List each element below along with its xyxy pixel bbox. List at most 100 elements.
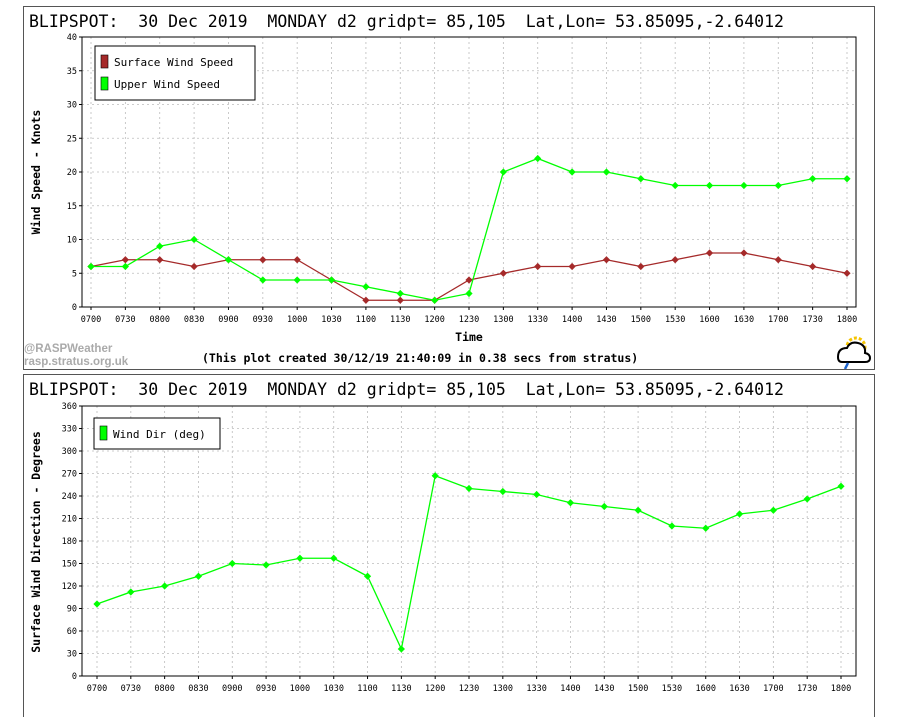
x-tick-label: 1530 bbox=[665, 315, 685, 325]
data-point bbox=[194, 572, 203, 580]
data-point bbox=[809, 262, 817, 271]
data-point bbox=[837, 482, 845, 490]
data-point bbox=[735, 510, 744, 518]
data-point bbox=[671, 256, 679, 264]
y-tick-label: 35 bbox=[67, 67, 77, 77]
x-tick-label: 1300 bbox=[493, 684, 513, 694]
data-point bbox=[293, 256, 301, 264]
y-tick-label: 210 bbox=[62, 515, 77, 525]
y-axis-label: Wind Speed - Knots bbox=[29, 110, 43, 235]
data-point bbox=[363, 572, 372, 580]
data-point bbox=[330, 554, 338, 562]
y-tick-label: 25 bbox=[67, 134, 77, 144]
legend: Surface Wind Speed Upper Wind Speed bbox=[94, 45, 256, 101]
data-point bbox=[296, 554, 304, 562]
data-point bbox=[190, 235, 198, 244]
data-point bbox=[259, 256, 267, 264]
chart-title: BLIPSPOT: 30 Dec 2019 MONDAY d2 gridpt= … bbox=[29, 12, 784, 31]
legend-label-upper-wind: Upper Wind Speed bbox=[114, 78, 220, 91]
data-point bbox=[600, 502, 608, 511]
x-tick-label: 1500 bbox=[631, 315, 651, 325]
data-point bbox=[740, 249, 748, 257]
data-point bbox=[161, 582, 169, 590]
x-tick-label: 0900 bbox=[218, 315, 238, 325]
data-point bbox=[228, 559, 236, 568]
data-point bbox=[190, 262, 198, 271]
y-axis-label: Surface Wind Direction - Degrees bbox=[29, 431, 43, 653]
data-point bbox=[671, 181, 679, 190]
x-tick-label: 0900 bbox=[222, 684, 242, 694]
x-tick-label: 1630 bbox=[729, 684, 749, 694]
data-point bbox=[93, 600, 101, 608]
y-tick-label: 0 bbox=[72, 672, 77, 682]
wind-direction-chart: BLIPSPOT: 30 Dec 2019 MONDAY d2 gridpt= … bbox=[29, 380, 857, 694]
x-tick-label: 1230 bbox=[459, 315, 479, 325]
weather-logo-icon bbox=[836, 336, 872, 369]
x-tick-label: 0800 bbox=[154, 684, 174, 694]
x-tick-label: 1230 bbox=[459, 684, 479, 694]
y-tick-label: 180 bbox=[62, 537, 77, 547]
data-point bbox=[293, 276, 301, 284]
x-tick-label: 1500 bbox=[628, 684, 648, 694]
legend-swatch-surface-wind bbox=[100, 54, 109, 69]
x-axis-label: Time bbox=[455, 330, 483, 344]
data-point bbox=[637, 262, 645, 271]
data-point bbox=[568, 168, 576, 176]
data-point bbox=[668, 522, 676, 530]
x-tick-label: 1630 bbox=[734, 315, 754, 325]
data-point bbox=[702, 524, 710, 532]
y-tick-label: 30 bbox=[67, 101, 77, 111]
data-point bbox=[362, 283, 370, 291]
x-tick-label: 1530 bbox=[662, 684, 682, 694]
wind-speed-chart-panel: BLIPSPOT: 30 Dec 2019 MONDAY d2 gridpt= … bbox=[23, 6, 875, 370]
data-point bbox=[465, 484, 473, 493]
watermark-url: rasp.stratus.org.uk bbox=[24, 356, 129, 368]
y-tick-label: 300 bbox=[62, 447, 77, 457]
x-tick-label: 1030 bbox=[321, 315, 341, 325]
watermark-raspweather: @RASPWeather bbox=[24, 343, 113, 355]
data-point bbox=[224, 256, 233, 264]
x-tick-label: 0730 bbox=[121, 684, 141, 694]
data-point bbox=[843, 175, 851, 183]
y-tick-label: 15 bbox=[67, 202, 77, 212]
y-tick-label: 40 bbox=[67, 33, 77, 43]
data-point bbox=[499, 168, 507, 176]
wind-direction-chart-panel: BLIPSPOT: 30 Dec 2019 MONDAY d2 gridpt= … bbox=[23, 374, 875, 717]
x-tick-label: 1330 bbox=[526, 684, 546, 694]
data-point bbox=[156, 256, 164, 264]
data-point bbox=[431, 472, 439, 480]
data-point bbox=[259, 276, 267, 284]
x-tick-label: 0930 bbox=[256, 684, 276, 694]
x-tick-label: 1600 bbox=[699, 315, 719, 325]
data-point bbox=[634, 506, 642, 514]
y-tick-label: 120 bbox=[62, 582, 77, 592]
x-tick-label: 1430 bbox=[594, 684, 614, 694]
y-tick-label: 60 bbox=[67, 627, 77, 637]
data-point bbox=[156, 242, 164, 250]
y-tick-label: 5 bbox=[72, 269, 77, 279]
x-tick-label: 1000 bbox=[290, 684, 310, 694]
x-tick-label: 1730 bbox=[797, 684, 817, 694]
data-point bbox=[769, 506, 777, 514]
data-point bbox=[127, 588, 135, 596]
chart-title: BLIPSPOT: 30 Dec 2019 MONDAY d2 gridpt= … bbox=[29, 380, 784, 399]
data-point bbox=[327, 276, 336, 284]
x-tick-label: 1730 bbox=[802, 315, 822, 325]
y-tick-label: 360 bbox=[62, 402, 77, 412]
x-tick-label: 0830 bbox=[184, 315, 204, 325]
x-tick-label: 1200 bbox=[424, 315, 444, 325]
data-point bbox=[121, 262, 129, 271]
data-point bbox=[534, 262, 542, 271]
legend-box bbox=[93, 417, 221, 450]
legend-swatch-wind-dir bbox=[99, 425, 108, 441]
wind-speed-chart: BLIPSPOT: 30 Dec 2019 MONDAY d2 gridpt= … bbox=[24, 12, 872, 369]
x-tick-label: 0930 bbox=[253, 315, 273, 325]
y-tick-label: 330 bbox=[62, 425, 77, 435]
legend-swatch-upper-wind bbox=[100, 76, 109, 91]
x-tick-label: 0730 bbox=[115, 315, 135, 325]
data-point bbox=[602, 168, 611, 176]
data-point bbox=[740, 181, 748, 190]
legend: Wind Dir (deg) bbox=[93, 417, 221, 450]
x-tick-label: 1330 bbox=[527, 315, 547, 325]
data-point bbox=[843, 269, 851, 277]
